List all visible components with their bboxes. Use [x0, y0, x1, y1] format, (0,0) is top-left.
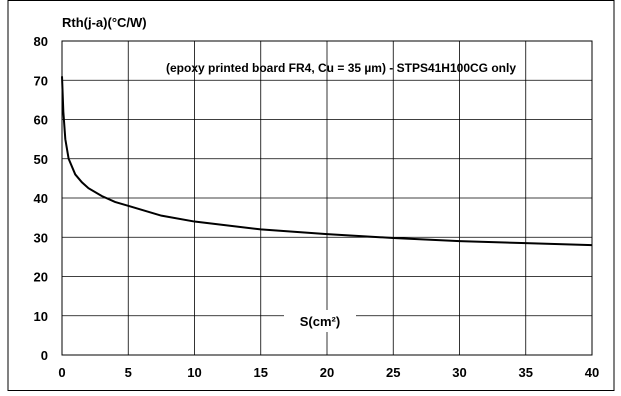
x-tick-label: 25	[386, 365, 400, 380]
x-tick-label: 35	[519, 365, 533, 380]
x-tick-label: 5	[125, 365, 132, 380]
x-tick-label: 10	[187, 365, 201, 380]
y-tick-label: 40	[34, 191, 48, 206]
y-tick-label: 80	[34, 34, 48, 49]
x-tick-label: 40	[585, 365, 599, 380]
y-tick-label: 0	[41, 348, 48, 363]
x-tick-label: 0	[58, 365, 65, 380]
y-tick-label: 30	[34, 230, 48, 245]
y-tick-label: 60	[34, 113, 48, 128]
x-tick-label: 15	[254, 365, 268, 380]
tick-labels: 0 5 10 15 20 25 30 35 40 0 10 20 30 40 50 60 70 80	[34, 34, 600, 380]
y-axis-label: Rth(j-a)(°C/W)	[62, 15, 147, 30]
y-tick-label: 50	[34, 152, 48, 167]
annotation-label: (epoxy printed board FR4, Cu = 35 µm) - …	[166, 61, 516, 75]
y-tick-label: 70	[34, 73, 48, 88]
y-tick-label: 20	[34, 270, 48, 285]
x-axis-label-bg	[284, 310, 356, 332]
y-tick-label: 10	[34, 309, 48, 324]
series-line	[61, 76, 593, 247]
x-axis-label: S(cm²)	[300, 314, 340, 329]
plot-border	[61, 40, 593, 356]
grid	[61, 40, 593, 356]
x-tick-label: 30	[452, 365, 466, 380]
x-tick-label: 20	[320, 365, 334, 380]
